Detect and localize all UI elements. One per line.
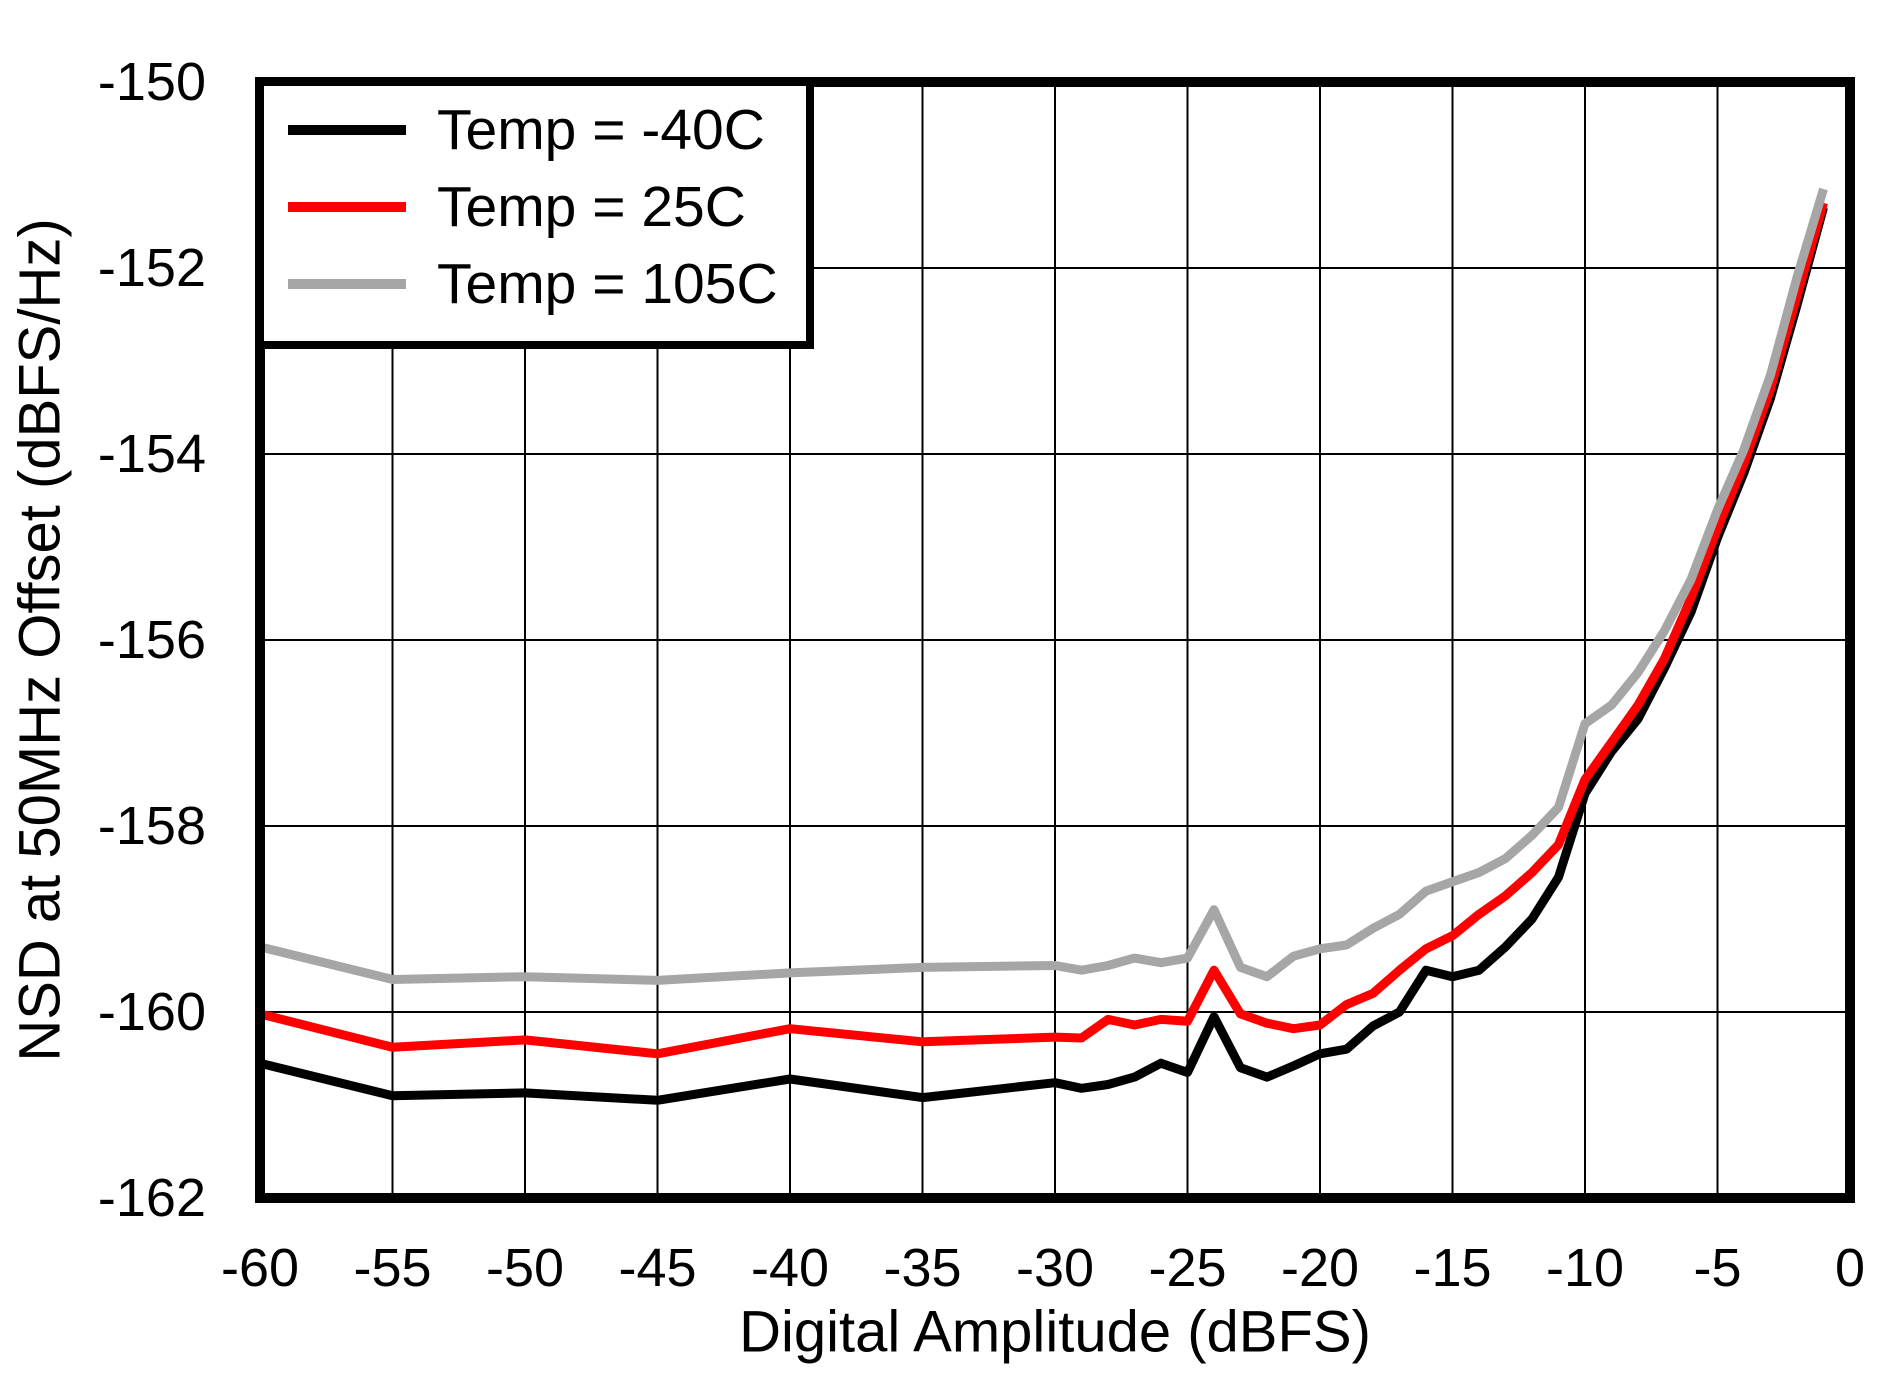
x-tick-label: -50: [486, 1238, 564, 1298]
x-tick-label: -15: [1413, 1238, 1491, 1298]
series-line-temp-105c: [258, 187, 1828, 985]
series-lines: [258, 187, 1828, 1105]
y-tick-label: -154: [98, 424, 206, 484]
legend-label: Temp = -40C: [437, 98, 765, 162]
tick-labels: -60 -55 -50 -45 -40 -35 -30 -25 -20 -15 -10 -5 0-150…: [98, 52, 1865, 1298]
x-tick-label: -60: [221, 1238, 299, 1298]
x-tick-label: -40: [751, 1238, 829, 1298]
x-tick-label: -35: [883, 1238, 961, 1298]
x-tick-label: -5: [1693, 1238, 1741, 1298]
y-tick-label: -152: [98, 238, 206, 298]
x-axis-title: Digital Amplitude (dBFS): [739, 1300, 1371, 1365]
x-tick-label: -20: [1281, 1238, 1359, 1298]
plot-border: [255, 77, 1855, 1203]
legend-label: Temp = 105C: [437, 252, 778, 316]
x-tick-label: -55: [353, 1238, 431, 1298]
x-tick-label: -30: [1016, 1238, 1094, 1298]
x-tick-label: -25: [1148, 1238, 1226, 1298]
y-tick-label: -158: [98, 796, 206, 856]
x-tick-label: 0: [1835, 1238, 1865, 1298]
x-tick-label: -10: [1546, 1238, 1624, 1298]
x-tick-label: -45: [618, 1238, 696, 1298]
y-tick-label: -160: [98, 982, 206, 1042]
y-tick-label: -162: [98, 1168, 206, 1228]
y-axis-title: NSD at 50MHz Offset (dBFS/Hz): [8, 218, 73, 1061]
legend: Temp = -40C Temp = 25C Temp = 105C: [256, 78, 814, 349]
y-tick-label: -150: [98, 52, 206, 112]
series-line-temp-25c: [258, 201, 1828, 1059]
legend-box: [256, 78, 814, 349]
y-tick-label: -156: [98, 610, 206, 670]
legend-label: Temp = 25C: [437, 175, 746, 239]
